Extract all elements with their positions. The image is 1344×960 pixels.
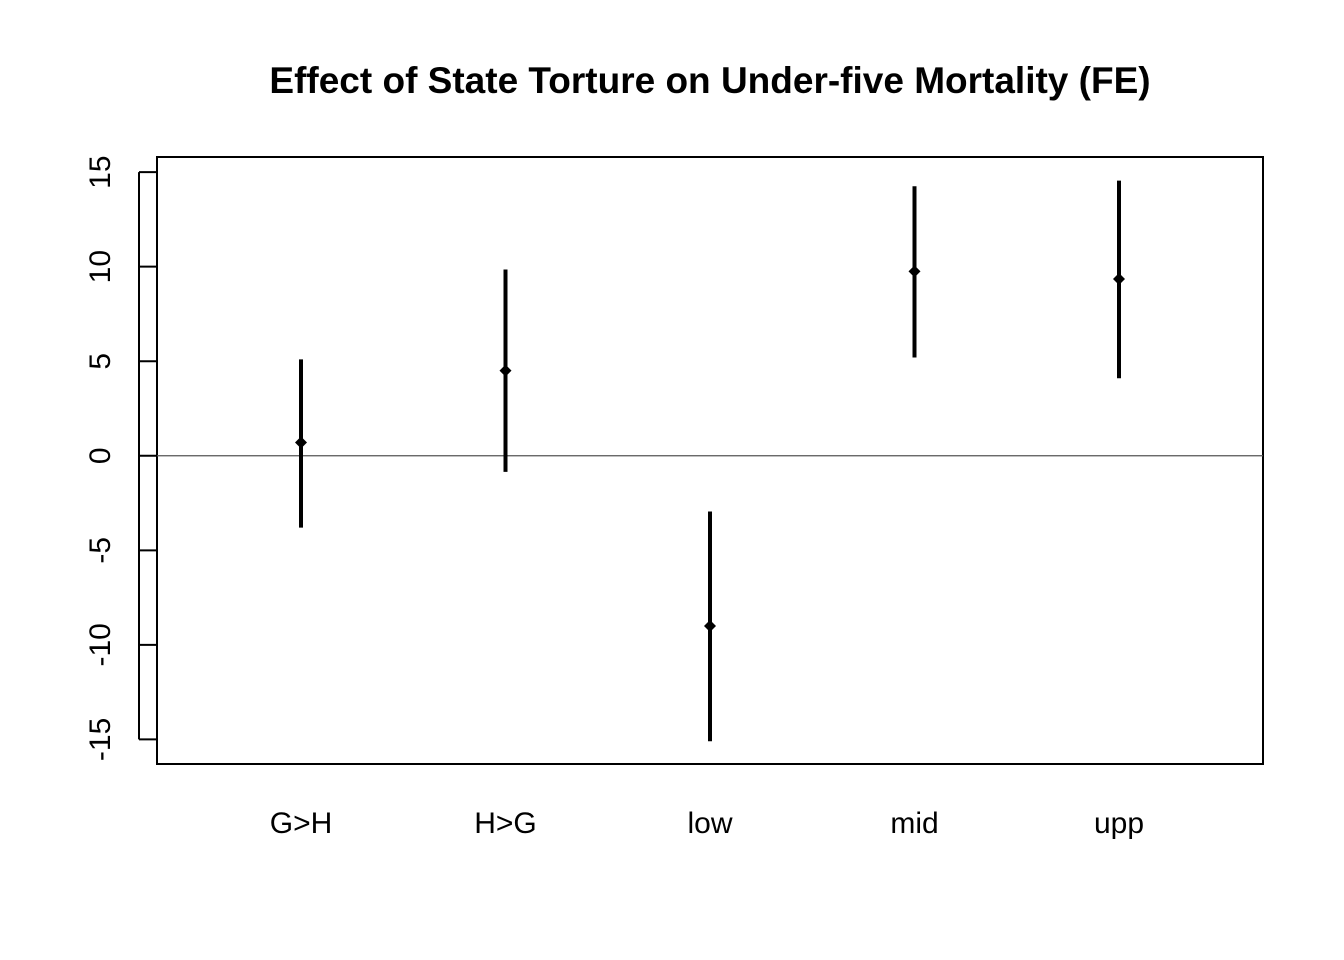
x-tick-label: upp — [1094, 807, 1144, 840]
y-tick-label: -5 — [84, 537, 117, 564]
y-tick-label: 5 — [84, 353, 117, 370]
y-tick-label: -10 — [84, 623, 117, 666]
y-axis: -15 -10 -5 0 5 10 15 — [84, 155, 157, 761]
y-tick-label: -15 — [84, 718, 117, 761]
point-estimate-h-g — [499, 364, 512, 377]
point-estimate-mid — [908, 265, 921, 278]
x-tick-label: H>G — [474, 807, 537, 840]
y-tick-label: 0 — [84, 447, 117, 464]
x-axis: G>H H>G low mid upp — [270, 807, 1144, 840]
point-estimate-g-h — [295, 436, 307, 449]
y-tick-label: 15 — [84, 155, 117, 188]
x-tick-label: low — [687, 807, 732, 840]
x-tick-label: mid — [890, 807, 938, 840]
chart-title: Effect of State Torture on Under-five Mo… — [269, 60, 1150, 101]
x-tick-label: G>H — [270, 807, 333, 840]
y-tick-label: 10 — [84, 250, 117, 283]
plot-frame — [156, 156, 1264, 765]
point-estimate-upp — [1113, 272, 1125, 285]
point-estimate-low — [704, 619, 716, 632]
marks-layer — [295, 180, 1125, 742]
